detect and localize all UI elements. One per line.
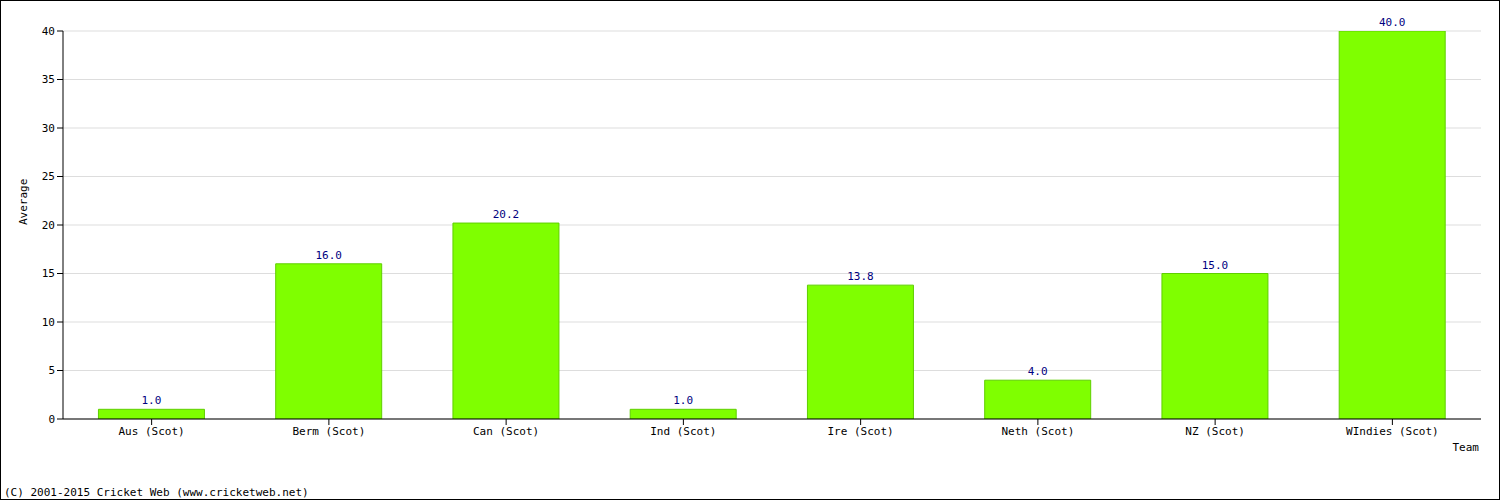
svg-text:WIndies (Scot): WIndies (Scot) — [1346, 425, 1439, 438]
svg-text:5: 5 — [48, 364, 55, 377]
svg-text:40: 40 — [42, 25, 55, 38]
svg-text:1.0: 1.0 — [673, 394, 693, 407]
svg-text:NZ (Scot): NZ (Scot) — [1185, 425, 1245, 438]
svg-text:35: 35 — [42, 73, 55, 86]
svg-text:10: 10 — [42, 316, 55, 329]
svg-text:13.8: 13.8 — [847, 270, 874, 283]
svg-text:15.0: 15.0 — [1202, 259, 1229, 272]
svg-text:25: 25 — [42, 170, 55, 183]
html-text:(C) 2001-2015 Cricket Web (www: (C) 2001-2015 Cricket Web (www.cricketwe… — [4, 486, 309, 499]
svg-text:0: 0 — [48, 413, 55, 426]
svg-text:Aus (Scot): Aus (Scot) — [119, 425, 185, 438]
svg-text:15: 15 — [42, 267, 55, 280]
html-text:Team: Team — [1452, 441, 1479, 454]
svg-text:30: 30 — [42, 122, 55, 135]
svg-text:Ind (Scot): Ind (Scot) — [650, 425, 716, 438]
svg-text:Average: Average — [17, 179, 30, 225]
svg-text:20: 20 — [42, 219, 55, 232]
svg-text:40.0: 40.0 — [1379, 16, 1406, 29]
svg-text:Can (Scot): Can (Scot) — [473, 425, 539, 438]
svg-text:Neth (Scot): Neth (Scot) — [1001, 425, 1074, 438]
svg-text:1.0: 1.0 — [142, 394, 162, 407]
svg-text:4.0: 4.0 — [1028, 365, 1048, 378]
svg-text:16.0: 16.0 — [315, 249, 342, 262]
svg-text:Ire (Scot): Ire (Scot) — [828, 425, 894, 438]
svg-text:Berm (Scot): Berm (Scot) — [292, 425, 365, 438]
svg-text:20.2: 20.2 — [493, 208, 520, 221]
